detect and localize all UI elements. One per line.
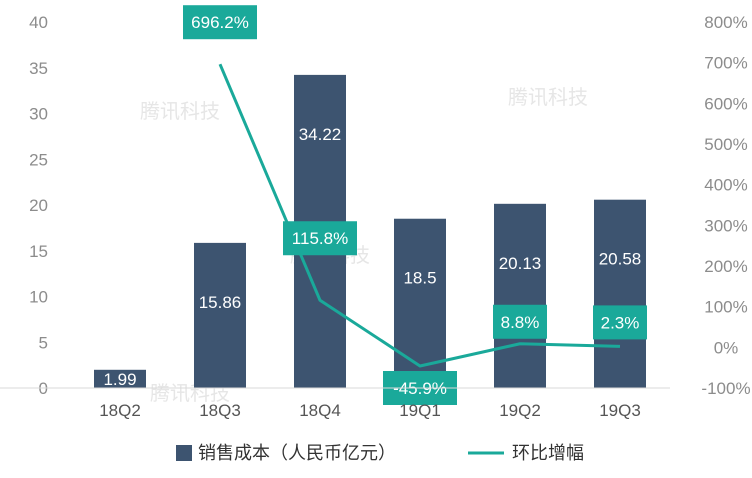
legend-line-label: 环比增幅 [512, 443, 584, 464]
legend: 销售成本（人民币亿元） 环比增幅 [176, 443, 584, 464]
right-axis-tick-label: 0% [714, 338, 739, 357]
x-axis-tick-label: 19Q3 [599, 401, 641, 420]
x-axis-tick-label: 18Q4 [299, 401, 341, 420]
right-axis-tick-label: 400% [704, 176, 747, 195]
left-axis-tick-label: 5 [39, 333, 48, 352]
legend-bar-label: 销售成本（人民币亿元） [198, 443, 396, 464]
bar [94, 369, 146, 388]
bar [394, 218, 446, 388]
right-axis-tick-label: 300% [704, 216, 747, 235]
x-axis: 18Q2 18Q3 18Q4 19Q1 19Q2 19Q3 [0, 387, 670, 420]
left-axis-tick-label: 20 [29, 196, 48, 215]
left-axis-tick-label: 30 [29, 105, 48, 124]
right-y-axis: -100% 0% 100% 200% 300% 400% 500% 600% 700% 800% [701, 13, 750, 398]
bar-data-label: 20.58 [599, 250, 642, 269]
line-data-label: 115.8% [292, 229, 348, 248]
bar-data-label: 20.13 [499, 254, 542, 273]
left-axis-tick-label: 10 [29, 288, 48, 307]
line-data-label: 2.3% [601, 313, 640, 332]
x-axis-tick-label: 19Q2 [499, 401, 541, 420]
left-axis-tick-label: 35 [29, 59, 48, 78]
watermark-text: 腾讯科技 [140, 99, 220, 123]
left-axis-tick-label: 40 [29, 13, 48, 32]
line-data-label-box [593, 305, 647, 340]
x-axis-tick-label: 18Q2 [99, 401, 141, 420]
bar-data-labels: 1.99 15.86 34.22 18.5 20.13 20.58 [103, 125, 641, 389]
right-axis-tick-label: -100% [701, 379, 750, 398]
right-axis-tick-label: 500% [704, 135, 747, 154]
right-axis-tick-label: 200% [704, 257, 747, 276]
line-data-label: 696.2% [191, 13, 249, 32]
x-axis-tick-label: 18Q3 [199, 401, 241, 420]
bar-data-label: 15.86 [199, 293, 242, 312]
bar-data-label: 1.99 [103, 370, 136, 389]
bar-data-label: 18.5 [403, 269, 436, 288]
bar-data-label: 34.22 [299, 125, 342, 144]
line-data-label-box [493, 304, 547, 339]
bar [194, 242, 246, 388]
bar [494, 203, 546, 388]
watermark-text: 腾讯科技 [508, 85, 588, 109]
line-data-label-box [283, 221, 357, 256]
right-axis-tick-label: 100% [704, 298, 747, 317]
legend-bar-swatch [176, 445, 192, 461]
left-axis-tick-label: 15 [29, 242, 48, 261]
line-data-label-box [183, 5, 257, 40]
right-axis-tick-label: 800% [704, 13, 747, 32]
right-axis-tick-label: 600% [704, 94, 747, 113]
right-axis-tick-label: 700% [704, 54, 747, 73]
line-data-label: 8.8% [501, 313, 540, 332]
left-axis-tick-label: 25 [29, 150, 48, 169]
bar [594, 199, 646, 388]
x-axis-tick-label: 19Q1 [399, 401, 441, 420]
